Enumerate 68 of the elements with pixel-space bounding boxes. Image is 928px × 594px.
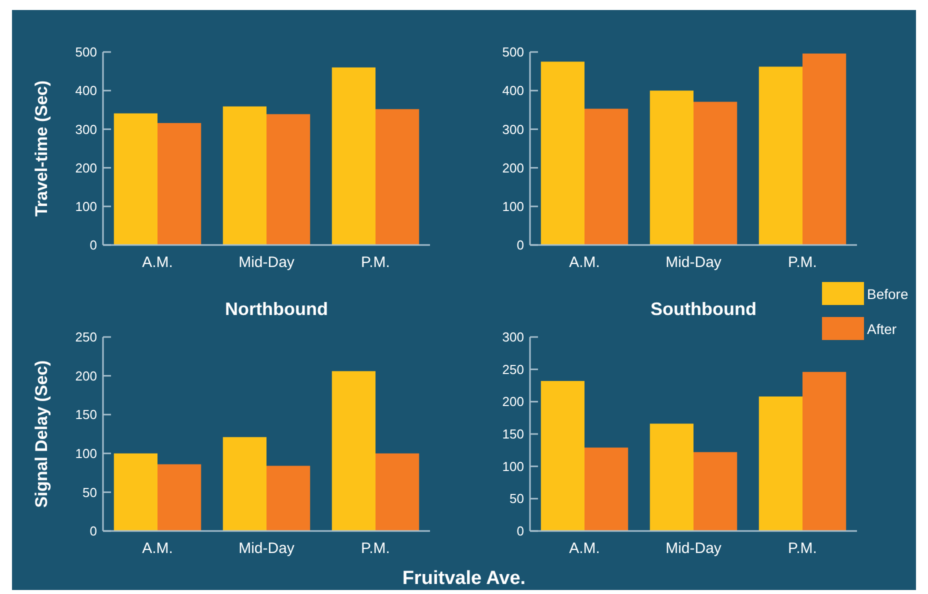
bar [650, 424, 694, 531]
bar [158, 464, 202, 531]
y-tick-label: 200 [502, 394, 524, 410]
y-axis-title: Signal Delay (Sec) [32, 360, 51, 508]
bar [266, 466, 310, 531]
bar [584, 108, 628, 245]
legend-label: After [867, 320, 897, 337]
y-tick-label: 0 [516, 524, 524, 539]
x-tick-label: P.M. [361, 540, 390, 557]
x-tick-label: A.M. [142, 540, 173, 557]
y-tick-label: 250 [75, 330, 97, 345]
y-tick-label: 500 [75, 44, 97, 60]
y-tick-label: 150 [75, 407, 97, 422]
y-tick-label: 100 [502, 458, 524, 474]
bar [332, 67, 376, 245]
y-tick-label: 100 [502, 198, 524, 214]
bar [266, 114, 310, 245]
text: Fruitvale Ave. [402, 568, 526, 589]
x-tick-label: Mid-Day [666, 254, 722, 271]
y-tick-label: 500 [502, 44, 524, 60]
bar [158, 123, 202, 245]
y-tick-label: 200 [75, 368, 97, 384]
y-tick-label: 50 [82, 484, 97, 500]
bar [114, 453, 158, 531]
y-tick-label: 200 [502, 160, 524, 176]
x-tick-label: P.M. [788, 540, 817, 557]
y-tick-label: 300 [75, 122, 97, 137]
y-tick-label: 50 [510, 491, 524, 506]
y-tick-label: 100 [75, 446, 97, 461]
bar [376, 453, 420, 531]
bar [376, 109, 420, 245]
x-axis-title: Northbound [225, 299, 328, 319]
bar [584, 448, 628, 531]
y-tick-label: 400 [75, 83, 97, 98]
x-tick-label: A.M. [569, 254, 600, 271]
y-tick-label: 300 [502, 122, 524, 137]
y-tick-label: 300 [502, 330, 524, 345]
y-tick-label: 200 [75, 160, 97, 176]
bar [540, 62, 584, 245]
bar [694, 452, 738, 531]
x-tick-label: Mid-Day [666, 540, 722, 557]
y-tick-label: 150 [502, 426, 524, 442]
bar [332, 371, 376, 531]
x-tick-label: A.M. [142, 254, 173, 271]
y-tick-label: 250 [502, 362, 524, 377]
y-tick-label: 0 [90, 524, 97, 539]
bar [540, 380, 584, 531]
bar [802, 372, 846, 531]
y-axis-title: Travel-time (Sec) [32, 80, 51, 217]
x-tick-label: Mid-Day [238, 254, 295, 271]
x-axis-title: Southbound [650, 299, 756, 319]
legend-label: Before [867, 286, 908, 302]
bar [222, 106, 266, 245]
x-tick-label: P.M. [361, 254, 390, 271]
y-tick-label: 100 [75, 198, 97, 214]
bar [114, 113, 158, 245]
bar [222, 437, 266, 531]
x-tick-label: P.M. [788, 254, 817, 271]
x-tick-label: A.M. [569, 540, 600, 557]
bar [758, 396, 802, 531]
y-tick-label: 0 [516, 238, 524, 253]
x-tick-label: Mid-Day [238, 540, 295, 557]
bar [758, 66, 802, 245]
bar [802, 54, 846, 245]
y-tick-label: 400 [502, 83, 524, 98]
bar [650, 90, 694, 245]
bar [694, 102, 738, 245]
y-tick-label: 0 [90, 238, 97, 253]
